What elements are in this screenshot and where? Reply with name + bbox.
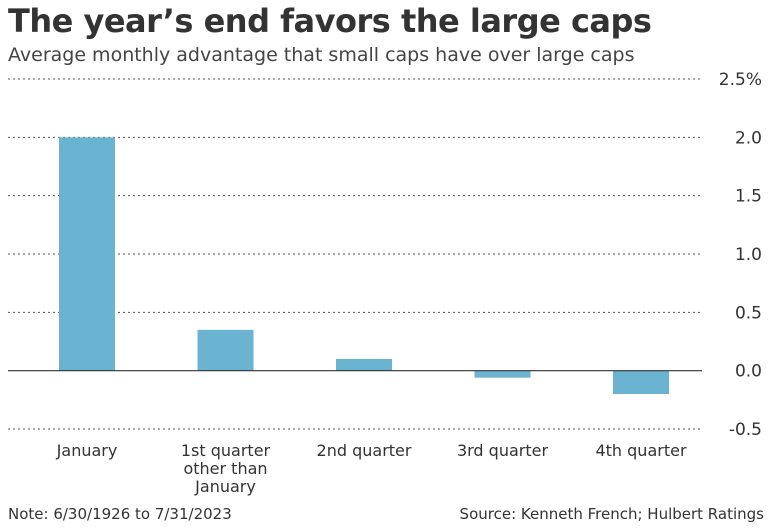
- y-tick-label: 2.0: [735, 128, 762, 148]
- y-tick-label: -0.5: [729, 420, 762, 440]
- bar: [59, 137, 115, 371]
- chart-subtitle: Average monthly advantage that small cap…: [8, 44, 635, 66]
- bar: [336, 359, 392, 371]
- bars: [59, 137, 669, 394]
- bar: [613, 370, 669, 394]
- y-tick-label: 1.0: [735, 245, 762, 265]
- x-category-label: 3rd quarter: [457, 441, 549, 460]
- x-category-label: 4th quarter: [595, 441, 686, 460]
- x-category-label: 2nd quarter: [317, 441, 412, 460]
- y-tick-label: 0.0: [735, 362, 762, 382]
- y-axis-ticks: 2.5% 2.0 1.5 1.0 0.5 0.0 -0.5: [719, 70, 762, 440]
- x-category-label: January: [56, 441, 118, 460]
- source-credit: Source: Kenneth French; Hulbert Ratings: [459, 505, 764, 523]
- footnote: Note: 6/30/1926 to 7/31/2023: [8, 505, 232, 523]
- bar: [474, 370, 531, 378]
- x-category-label: other than: [183, 459, 267, 478]
- y-tick-label: 2.5%: [719, 70, 762, 90]
- chart-title: The year’s end favors the large caps: [8, 2, 652, 40]
- x-category-label: January: [194, 477, 256, 496]
- y-tick-label: 1.5: [735, 187, 762, 207]
- bar: [197, 329, 254, 371]
- x-category-label: 1st quarter: [181, 441, 271, 460]
- y-tick-label: 0.5: [735, 303, 762, 323]
- gridlines: [8, 78, 702, 430]
